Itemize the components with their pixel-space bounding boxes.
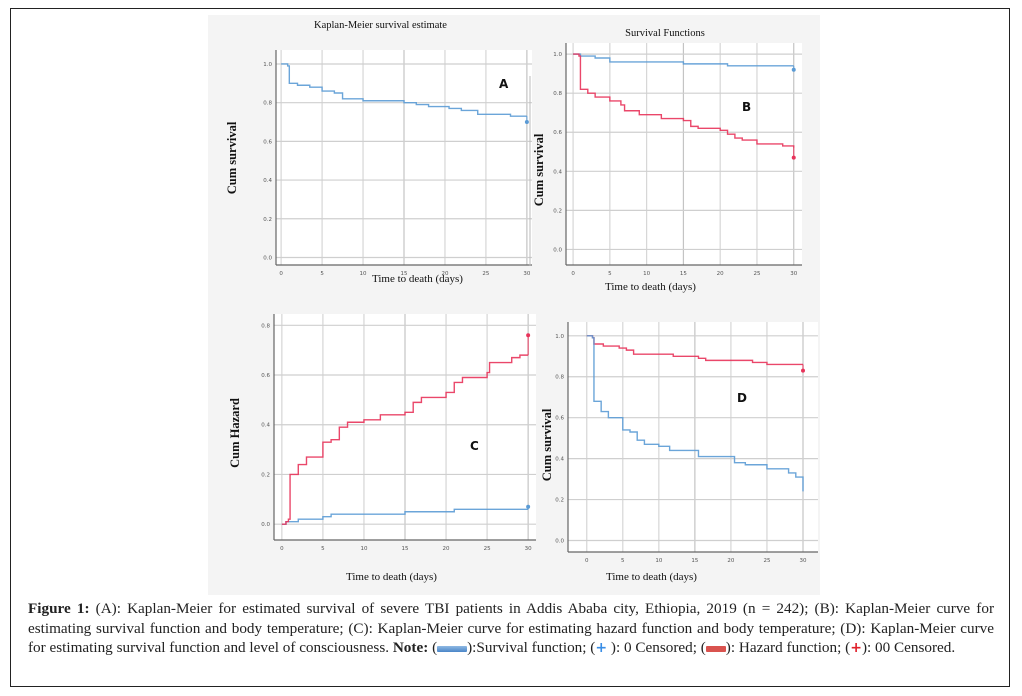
panel-letter-b: B	[742, 100, 751, 114]
censored-marker	[524, 120, 529, 125]
x-tick-label: 15	[402, 546, 409, 552]
x-tick-label: 30	[523, 271, 530, 277]
caption-legend-survival: ):Survival function; (	[467, 639, 596, 656]
survival-function-line	[281, 63, 527, 117]
y-tick-label: 0.6	[553, 130, 562, 136]
x-tick-label: 15	[401, 271, 408, 277]
y-axis-label: Cum survival	[225, 121, 239, 194]
y-tick-label: 0.8	[555, 375, 564, 381]
y-tick-label: 0.8	[261, 323, 270, 329]
x-tick-label: 30	[525, 546, 532, 552]
panel-letter-d: D	[737, 391, 747, 405]
legend-censored-blue-icon: +	[595, 639, 608, 656]
y-tick-label: 1.0	[553, 52, 562, 58]
y-tick-label: 0.0	[263, 255, 272, 261]
legend-hazard-line-icon	[705, 645, 726, 652]
survival-function-line	[586, 335, 804, 492]
y-tick-label: 0.4	[263, 178, 272, 184]
y-axis-label: Cum Hazard	[228, 398, 242, 468]
censored-marker	[791, 155, 796, 160]
x-axis-label: Time to death (days)	[372, 273, 463, 285]
y-tick-label: 0.6	[263, 139, 272, 145]
chart-panel-a: 0 5 10 15 20 25 30 0.0 0.2 0.4 0.6 0.8 1.0 Kaplan-Mei…	[225, 20, 532, 285]
y-tick-label: 0.0	[555, 539, 564, 545]
x-axis-label: Time to death (days)	[606, 571, 697, 583]
y-axis-label: Cum survival	[532, 133, 546, 206]
y-tick-label: 0.4	[555, 457, 564, 463]
figure-caption: Figure 1: (A): Kaplan-Meier for estimate…	[28, 599, 994, 658]
y-tick-label: 0.0	[261, 522, 270, 528]
censored-marker	[801, 368, 805, 373]
hazard-function-line	[281, 354, 529, 525]
chart-title: Kaplan-Meier survival estimate	[314, 20, 447, 31]
x-tick-label: 30	[800, 558, 807, 564]
y-tick-label: 0.4	[553, 169, 562, 175]
x-tick-label: 5	[320, 271, 324, 277]
y-tick-label: 0.2	[263, 217, 272, 223]
x-axis-label: Time to death (days)	[346, 571, 437, 583]
x-tick-label: 0	[571, 271, 575, 277]
caption-legend-hazard: ): Hazard function; (	[725, 639, 851, 656]
y-tick-label: 0.2	[555, 498, 564, 504]
x-tick-label: 25	[484, 546, 491, 552]
y-tick-label: 0.8	[263, 101, 272, 107]
y-tick-label: 0.0	[553, 247, 562, 253]
x-tick-label: 15	[691, 558, 698, 564]
caption-note-label: Note:	[392, 639, 429, 656]
y-tick-label: 0.6	[261, 373, 270, 379]
figure-frame	[10, 8, 1010, 687]
y-tick-label: 1.0	[555, 334, 564, 340]
legend-survival-line-icon	[437, 645, 468, 652]
chart-panel-b: 0 5 10 15 20 25 30 0.0 0.2 0.4 0.6 0.8 1.0 Survival F…	[532, 28, 802, 293]
censored-marker	[526, 504, 531, 509]
x-tick-label: 10	[360, 271, 367, 277]
x-tick-label: 20	[727, 558, 734, 564]
x-tick-label: 5	[621, 558, 625, 564]
x-tick-label: 20	[441, 271, 448, 277]
x-tick-label: 10	[643, 271, 650, 277]
chart-panel-c: 0 5 10 15 20 25 30 0.0 0.2 0.4 0.6 0.8 C Time to deat…	[228, 314, 536, 583]
caption-label: Figure 1:	[28, 600, 90, 617]
censored-marker	[791, 67, 796, 72]
x-tick-label: 10	[655, 558, 662, 564]
x-tick-label: 25	[763, 558, 770, 564]
x-tick-label: 15	[680, 271, 687, 277]
chart-title: Survival Functions	[625, 28, 705, 39]
panel-letter-a: A	[499, 77, 509, 91]
x-tick-label: 5	[608, 271, 612, 277]
caption-legend-censored0: ): 0 Censored; (	[607, 639, 706, 656]
y-tick-label: 1.0	[263, 62, 272, 68]
x-tick-label: 0	[585, 558, 589, 564]
y-tick-label: 0.2	[261, 472, 270, 478]
plot-background	[568, 322, 818, 552]
x-tick-label: 0	[279, 271, 283, 277]
y-tick-label: 0.2	[553, 208, 562, 214]
y-axis-label: Cum survival	[540, 408, 554, 481]
chart-panel-d: 0 5 10 15 20 25 30 0.0 0.2 0.4 0.6 0.8 1.0 D Time to d…	[540, 322, 818, 583]
y-tick-label: 0.6	[555, 416, 564, 422]
x-tick-label: 5	[321, 546, 325, 552]
x-tick-label: 20	[443, 546, 450, 552]
x-tick-label: 20	[717, 271, 724, 277]
caption-text: (A): Kaplan-Meier for estimated survival…	[28, 600, 994, 656]
hazard-function-line	[573, 53, 795, 148]
x-tick-label: 25	[753, 271, 760, 277]
caption-paren: (	[428, 639, 438, 656]
x-tick-label: 0	[280, 546, 284, 552]
panel-letter-c: C	[470, 439, 479, 453]
x-tick-label: 10	[360, 546, 367, 552]
x-tick-label: 25	[482, 271, 489, 277]
y-tick-label: 0.4	[261, 423, 270, 429]
x-axis-label: Time to death (days)	[605, 281, 696, 293]
caption-legend-censored00: ): 00 Censored.	[861, 639, 956, 656]
y-tick-label: 0.8	[553, 91, 562, 97]
legend-censored-red-icon: +	[850, 639, 862, 656]
censored-marker	[526, 333, 531, 338]
x-tick-label: 30	[790, 271, 797, 277]
